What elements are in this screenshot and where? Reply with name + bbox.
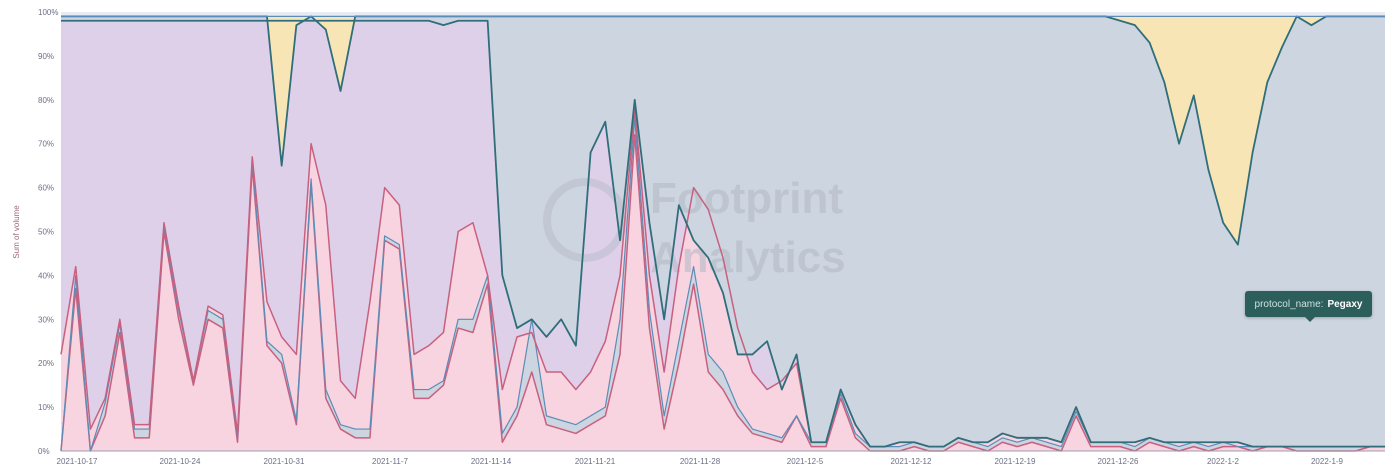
x-tick-label: 2021-11-21	[575, 457, 616, 466]
x-tick-label: 2021-10-24	[160, 457, 201, 466]
watermark-text-1: Footprint	[650, 174, 843, 223]
x-tick-label: 2021-12-5	[787, 457, 824, 466]
y-tick-label: 80%	[38, 96, 54, 105]
series-area-6	[61, 16, 1385, 245]
watermark-text-2: Analytics	[650, 233, 846, 282]
series-area-4	[61, 20, 1385, 447]
tooltip-key: protocol_name:	[1254, 298, 1324, 310]
y-tick-label: 30%	[38, 315, 54, 324]
series-line-4	[61, 19, 1385, 448]
y-tick-label: 20%	[38, 359, 54, 368]
x-tick-label: 2021-10-31	[264, 457, 305, 466]
x-tick-label: 2022-1-2	[1207, 457, 1240, 466]
series-area-1	[61, 134, 1385, 452]
series-area-5	[61, 16, 1385, 447]
y-tick-label: 40%	[38, 271, 54, 280]
series-area-7	[61, 12, 1385, 17]
x-tick-label: 2021-12-19	[995, 457, 1036, 466]
series-area-2	[61, 117, 1385, 452]
y-axis-label: Sum of volume	[12, 205, 21, 259]
x-tick-label: 2021-12-26	[1098, 457, 1139, 466]
y-tick-label: 50%	[38, 228, 54, 237]
y-tick-label: 90%	[38, 52, 54, 61]
x-tick-label: 2021-12-12	[891, 457, 932, 466]
tooltip-value: Pegaxy	[1327, 298, 1363, 310]
y-tick-label: 100%	[38, 8, 58, 17]
x-tick-label: 2022-1-9	[1311, 457, 1344, 466]
y-tick-label: 10%	[38, 403, 54, 412]
protocol-tooltip: protocol_name: Pegaxy	[1245, 291, 1372, 322]
y-tick-label: 70%	[38, 140, 54, 149]
y-tick-label: 60%	[38, 184, 54, 193]
x-tick-label: 2021-11-14	[471, 457, 512, 466]
y-tick-label: 0%	[38, 447, 50, 456]
x-tick-label: 2021-11-28	[680, 457, 721, 466]
x-tick-label: 2021-10-17	[57, 457, 98, 466]
x-tick-label: 2021-11-7	[372, 457, 408, 466]
series-line-1	[60, 134, 1385, 452]
